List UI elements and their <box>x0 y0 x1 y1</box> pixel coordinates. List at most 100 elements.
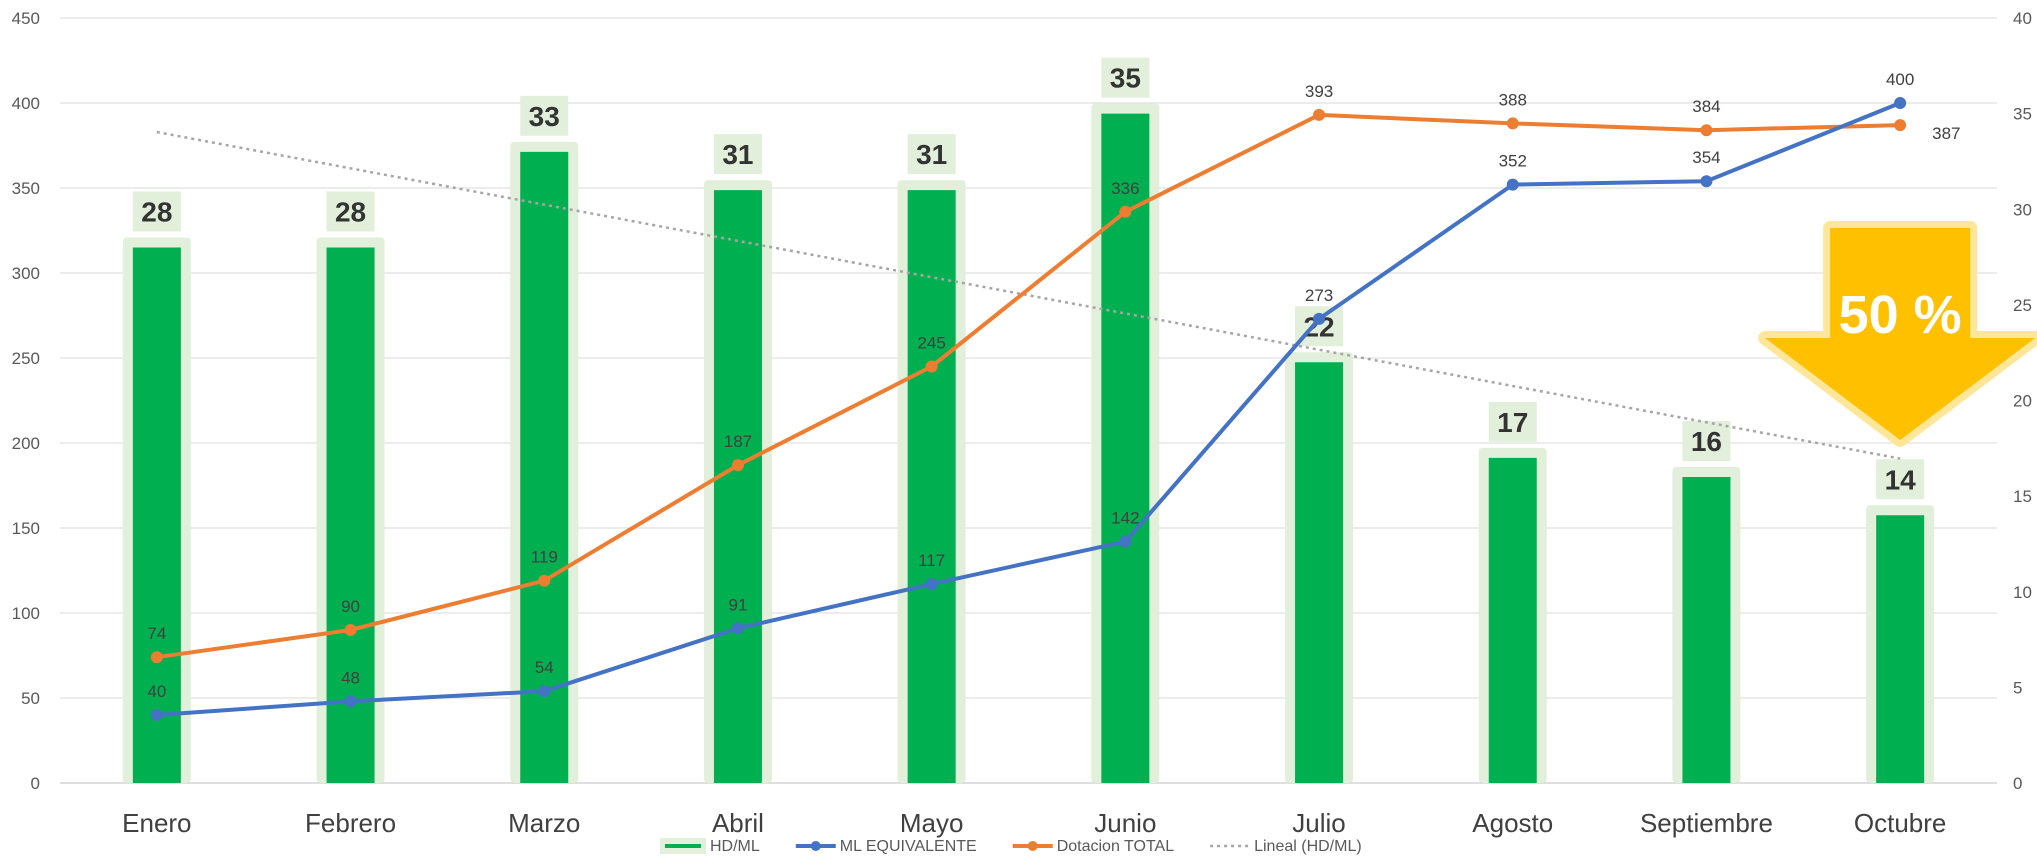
category-label: Octubre <box>1854 808 1947 838</box>
bar-data-label: 14 <box>1885 464 1917 495</box>
data-label-ml-equivalente: 273 <box>1305 286 1333 305</box>
point-dotacion-total <box>150 651 163 664</box>
point-dotacion-total <box>1313 108 1326 121</box>
legend-label: Dotacion TOTAL <box>1057 838 1174 855</box>
right-tick-label: 5 <box>2013 678 2022 697</box>
point-dotacion-total <box>1894 119 1907 132</box>
data-label-dotacion-total: 336 <box>1111 179 1139 198</box>
bar-label-bg <box>1876 459 1925 500</box>
bar-label-bg <box>1682 421 1731 461</box>
category-label: Marzo <box>508 808 580 838</box>
point-ml-equivalente <box>1313 312 1326 325</box>
category-label: Mayo <box>900 808 964 838</box>
category-label: Abril <box>712 808 764 838</box>
data-label-ml-equivalente: 40 <box>147 682 166 701</box>
data-label-ml-equivalente: 54 <box>535 658 554 677</box>
category-axis: Enero Febrero Marzo Abril Mayo Junio Julio Agos… <box>122 808 1946 838</box>
category-label: Enero <box>122 808 191 838</box>
bar-data-label: 17 <box>1497 407 1528 438</box>
point-dotacion-total <box>344 624 357 636</box>
data-label-dotacion-total: 74 <box>147 624 166 643</box>
bar-data-label: 28 <box>141 197 172 228</box>
category-label: Agosto <box>1472 808 1553 838</box>
legend-label: Lineal (HD/ML) <box>1254 838 1362 855</box>
bar <box>907 190 956 783</box>
right-tick-label: 35 <box>2013 105 2032 124</box>
data-label-dotacion-total: 119 <box>531 548 558 567</box>
data-label-ml-equivalente: 91 <box>728 595 747 614</box>
left-tick-label: 250 <box>12 349 40 368</box>
right-tick-label: 40 <box>2013 9 2032 28</box>
bar-label-bg <box>326 191 375 232</box>
left-tick-label: 150 <box>12 519 40 538</box>
bar-data-label: 33 <box>529 101 560 132</box>
data-label-ml-equivalente: 48 <box>341 668 360 687</box>
left-tick-label: 200 <box>12 434 40 453</box>
data-label-ml-equivalente: 400 <box>1886 70 1914 89</box>
point-dotacion-total <box>538 574 551 587</box>
point-ml-equivalente <box>1119 535 1132 548</box>
trendline <box>156 130 1901 460</box>
data-label-dotacion-total: 387 <box>1932 124 1960 143</box>
data-label-dotacion-total: 90 <box>341 597 360 616</box>
data-label-dotacion-total: 388 <box>1499 90 1527 109</box>
line-ml-equivalente <box>156 101 1901 717</box>
right-axis: 0 5 10 15 20 25 30 35 40 <box>2013 9 2032 793</box>
callout-label: 50 % <box>1839 285 1962 345</box>
point-ml-equivalente <box>1894 97 1907 109</box>
left-axis: 0 50 100 150 200 250 300 350 400 450 <box>12 9 40 793</box>
trendline-series <box>156 130 1901 460</box>
point-ml-equivalente <box>731 622 744 635</box>
data-label-ml-equivalente: 117 <box>918 551 945 570</box>
data-label-dotacion-total: 393 <box>1305 82 1333 101</box>
bar <box>713 190 762 783</box>
left-tick-label: 350 <box>12 179 40 198</box>
left-tick-label: 50 <box>21 689 40 708</box>
legend: HD/ML ML EQUIVALENTE Dotacion TOTAL Lineal … <box>660 838 1362 855</box>
bar <box>1682 477 1731 783</box>
bar-label-bg <box>1488 401 1537 442</box>
right-tick-label: 0 <box>2013 774 2022 793</box>
point-ml-equivalente <box>344 695 357 708</box>
category-label: Junio <box>1094 808 1156 838</box>
right-tick-label: 25 <box>2013 296 2032 315</box>
legend-swatch-marker <box>810 841 821 851</box>
data-label-dotacion-total: 384 <box>1692 97 1720 116</box>
point-dotacion-total <box>731 459 744 472</box>
bar-data-label: 31 <box>722 139 753 170</box>
left-tick-label: 400 <box>12 94 40 113</box>
bar <box>1876 515 1925 783</box>
right-tick-label: 15 <box>2013 487 2032 506</box>
left-tick-label: 0 <box>31 774 40 793</box>
point-dotacion-total <box>1119 205 1132 218</box>
right-tick-label: 10 <box>2013 583 2032 602</box>
bar-label-bg <box>1101 57 1150 98</box>
category-label: Febrero <box>305 808 396 838</box>
bar-data-label: 28 <box>335 197 366 228</box>
data-label-ml-equivalente: 142 <box>1111 509 1139 528</box>
point-ml-equivalente <box>1506 178 1519 191</box>
bar-label-bg <box>132 191 181 232</box>
legend-label: ML EQUIVALENTE <box>840 838 977 855</box>
right-tick-label: 20 <box>2013 392 2032 411</box>
data-label-dotacion-total: 245 <box>917 334 945 353</box>
point-dotacion-total <box>925 360 938 373</box>
line-series: 40 48 54 91 117 142 273 352 354 400 74 90 119 187 245 3… <box>147 70 1961 721</box>
bar-label-bg <box>907 134 956 175</box>
category-label: Septiembre <box>1640 808 1773 838</box>
bar <box>1488 457 1537 783</box>
bar-label-bg <box>713 134 762 175</box>
data-label-ml-equivalente: 352 <box>1499 152 1527 171</box>
left-tick-label: 100 <box>12 604 40 623</box>
bar-data-label: 31 <box>916 139 947 170</box>
data-label-ml-equivalente: 354 <box>1692 148 1720 167</box>
line-dotacion-total <box>156 112 1901 660</box>
left-tick-label: 300 <box>12 264 40 283</box>
bar <box>1295 362 1344 783</box>
arrow-down-icon <box>1765 228 2036 440</box>
category-label: Julio <box>1292 808 1345 838</box>
point-ml-equivalente <box>1700 175 1713 188</box>
bar <box>326 247 375 783</box>
